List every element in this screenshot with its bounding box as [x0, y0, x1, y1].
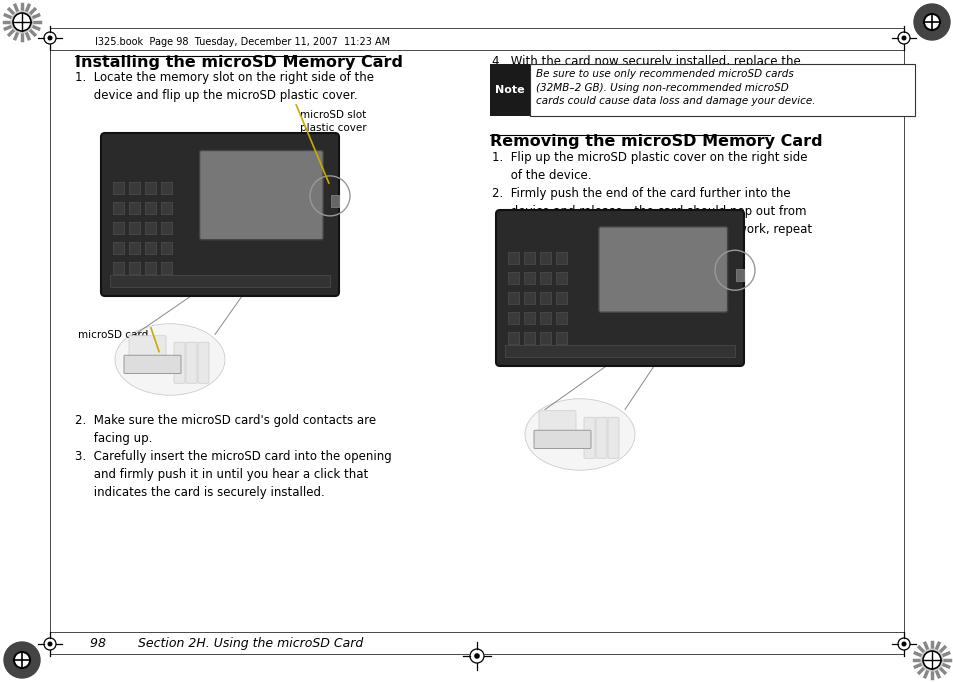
Bar [523, 292, 535, 304]
Circle shape [11, 11, 32, 33]
Bar [129, 262, 140, 274]
Circle shape [921, 649, 942, 671]
Bar [504, 345, 734, 357]
FancyBboxPatch shape [534, 430, 590, 449]
FancyBboxPatch shape [607, 417, 618, 458]
Circle shape [44, 32, 56, 44]
Circle shape [44, 638, 56, 650]
Bar [145, 182, 156, 194]
Circle shape [49, 36, 51, 40]
Text: Installing the microSD Memory Card: Installing the microSD Memory Card [75, 55, 402, 70]
Bar [112, 202, 124, 214]
FancyBboxPatch shape [583, 417, 595, 458]
Text: Be sure to use only recommended microSD cards
(32MB–2 GB). Using non-recommended: Be sure to use only recommended microSD … [536, 69, 815, 106]
FancyBboxPatch shape [538, 411, 576, 432]
Text: 4.  With the card now securely installed, replace the
     plastic cover over th: 4. With the card now securely installed,… [492, 55, 805, 86]
FancyBboxPatch shape [173, 342, 185, 383]
Bar [539, 272, 551, 284]
Circle shape [902, 36, 904, 40]
Text: Removing the microSD Memory Card: Removing the microSD Memory Card [490, 134, 821, 149]
FancyBboxPatch shape [199, 151, 323, 240]
Bar [110, 275, 330, 287]
Bar [145, 242, 156, 254]
Bar [556, 292, 566, 304]
FancyBboxPatch shape [198, 342, 209, 383]
Bar [145, 202, 156, 214]
Text: 2.  Make sure the microSD card's gold contacts are
     facing up.: 2. Make sure the microSD card's gold con… [75, 414, 375, 445]
Bar [112, 242, 124, 254]
Bar [539, 332, 551, 344]
Text: 1.  Flip up the microSD plastic cover on the right side
     of the device.: 1. Flip up the microSD plastic cover on … [492, 151, 806, 182]
Bar [735, 269, 743, 280]
Bar [539, 252, 551, 264]
Circle shape [897, 638, 909, 650]
Bar [523, 252, 535, 264]
Bar [523, 272, 535, 284]
Text: 3.  Carefully insert the microSD card into the opening
     and firmly push it i: 3. Carefully insert the microSD card int… [75, 450, 392, 499]
Bar [129, 202, 140, 214]
Circle shape [897, 32, 909, 44]
Bar [507, 312, 518, 324]
Text: 1.  Locate the memory slot on the right side of the
     device and flip up the : 1. Locate the memory slot on the right s… [75, 71, 374, 102]
Text: Note: Note [495, 85, 524, 95]
Bar [145, 222, 156, 234]
Circle shape [49, 642, 51, 646]
Bar [331, 195, 338, 207]
Bar [539, 312, 551, 324]
Bar [530, 64, 914, 116]
Text: 98        Section 2H. Using the microSD Card: 98 Section 2H. Using the microSD Card [90, 638, 363, 651]
Bar [112, 182, 124, 194]
Text: I325.book  Page 98  Tuesday, December 11, 2007  11:23 AM: I325.book Page 98 Tuesday, December 11, … [95, 37, 390, 47]
Bar [539, 292, 551, 304]
FancyBboxPatch shape [596, 417, 606, 458]
Bar [129, 182, 140, 194]
Bar [507, 252, 518, 264]
Bar [523, 332, 535, 344]
Bar [507, 292, 518, 304]
Bar [556, 272, 566, 284]
Bar [112, 222, 124, 234]
Text: microSD slot
plastic cover: microSD slot plastic cover [299, 110, 366, 133]
Circle shape [475, 654, 478, 658]
Circle shape [14, 652, 30, 668]
Bar [507, 272, 518, 284]
Circle shape [13, 13, 30, 31]
FancyBboxPatch shape [186, 342, 196, 383]
FancyBboxPatch shape [124, 355, 181, 374]
Circle shape [923, 651, 940, 669]
Bar [129, 242, 140, 254]
FancyBboxPatch shape [101, 133, 338, 296]
Bar [161, 262, 172, 274]
Ellipse shape [524, 399, 635, 471]
Circle shape [923, 14, 939, 30]
FancyBboxPatch shape [129, 336, 166, 357]
FancyBboxPatch shape [598, 227, 727, 312]
Bar [556, 312, 566, 324]
Circle shape [913, 4, 949, 40]
Bar [161, 222, 172, 234]
Ellipse shape [115, 324, 225, 396]
Bar [112, 262, 124, 274]
Bar [556, 332, 566, 344]
Text: 2.  Firmly push the end of the card further into the
     device and release—the: 2. Firmly push the end of the card furth… [492, 187, 811, 254]
Text: microSD card: microSD card [78, 330, 148, 340]
Bar [490, 64, 530, 116]
Bar [161, 182, 172, 194]
Bar [507, 332, 518, 344]
Circle shape [470, 649, 483, 663]
FancyBboxPatch shape [496, 210, 743, 366]
Circle shape [902, 642, 904, 646]
Bar [145, 262, 156, 274]
Circle shape [4, 642, 40, 678]
Bar [161, 242, 172, 254]
Bar [161, 202, 172, 214]
Bar [523, 312, 535, 324]
Bar [129, 222, 140, 234]
Bar [556, 252, 566, 264]
